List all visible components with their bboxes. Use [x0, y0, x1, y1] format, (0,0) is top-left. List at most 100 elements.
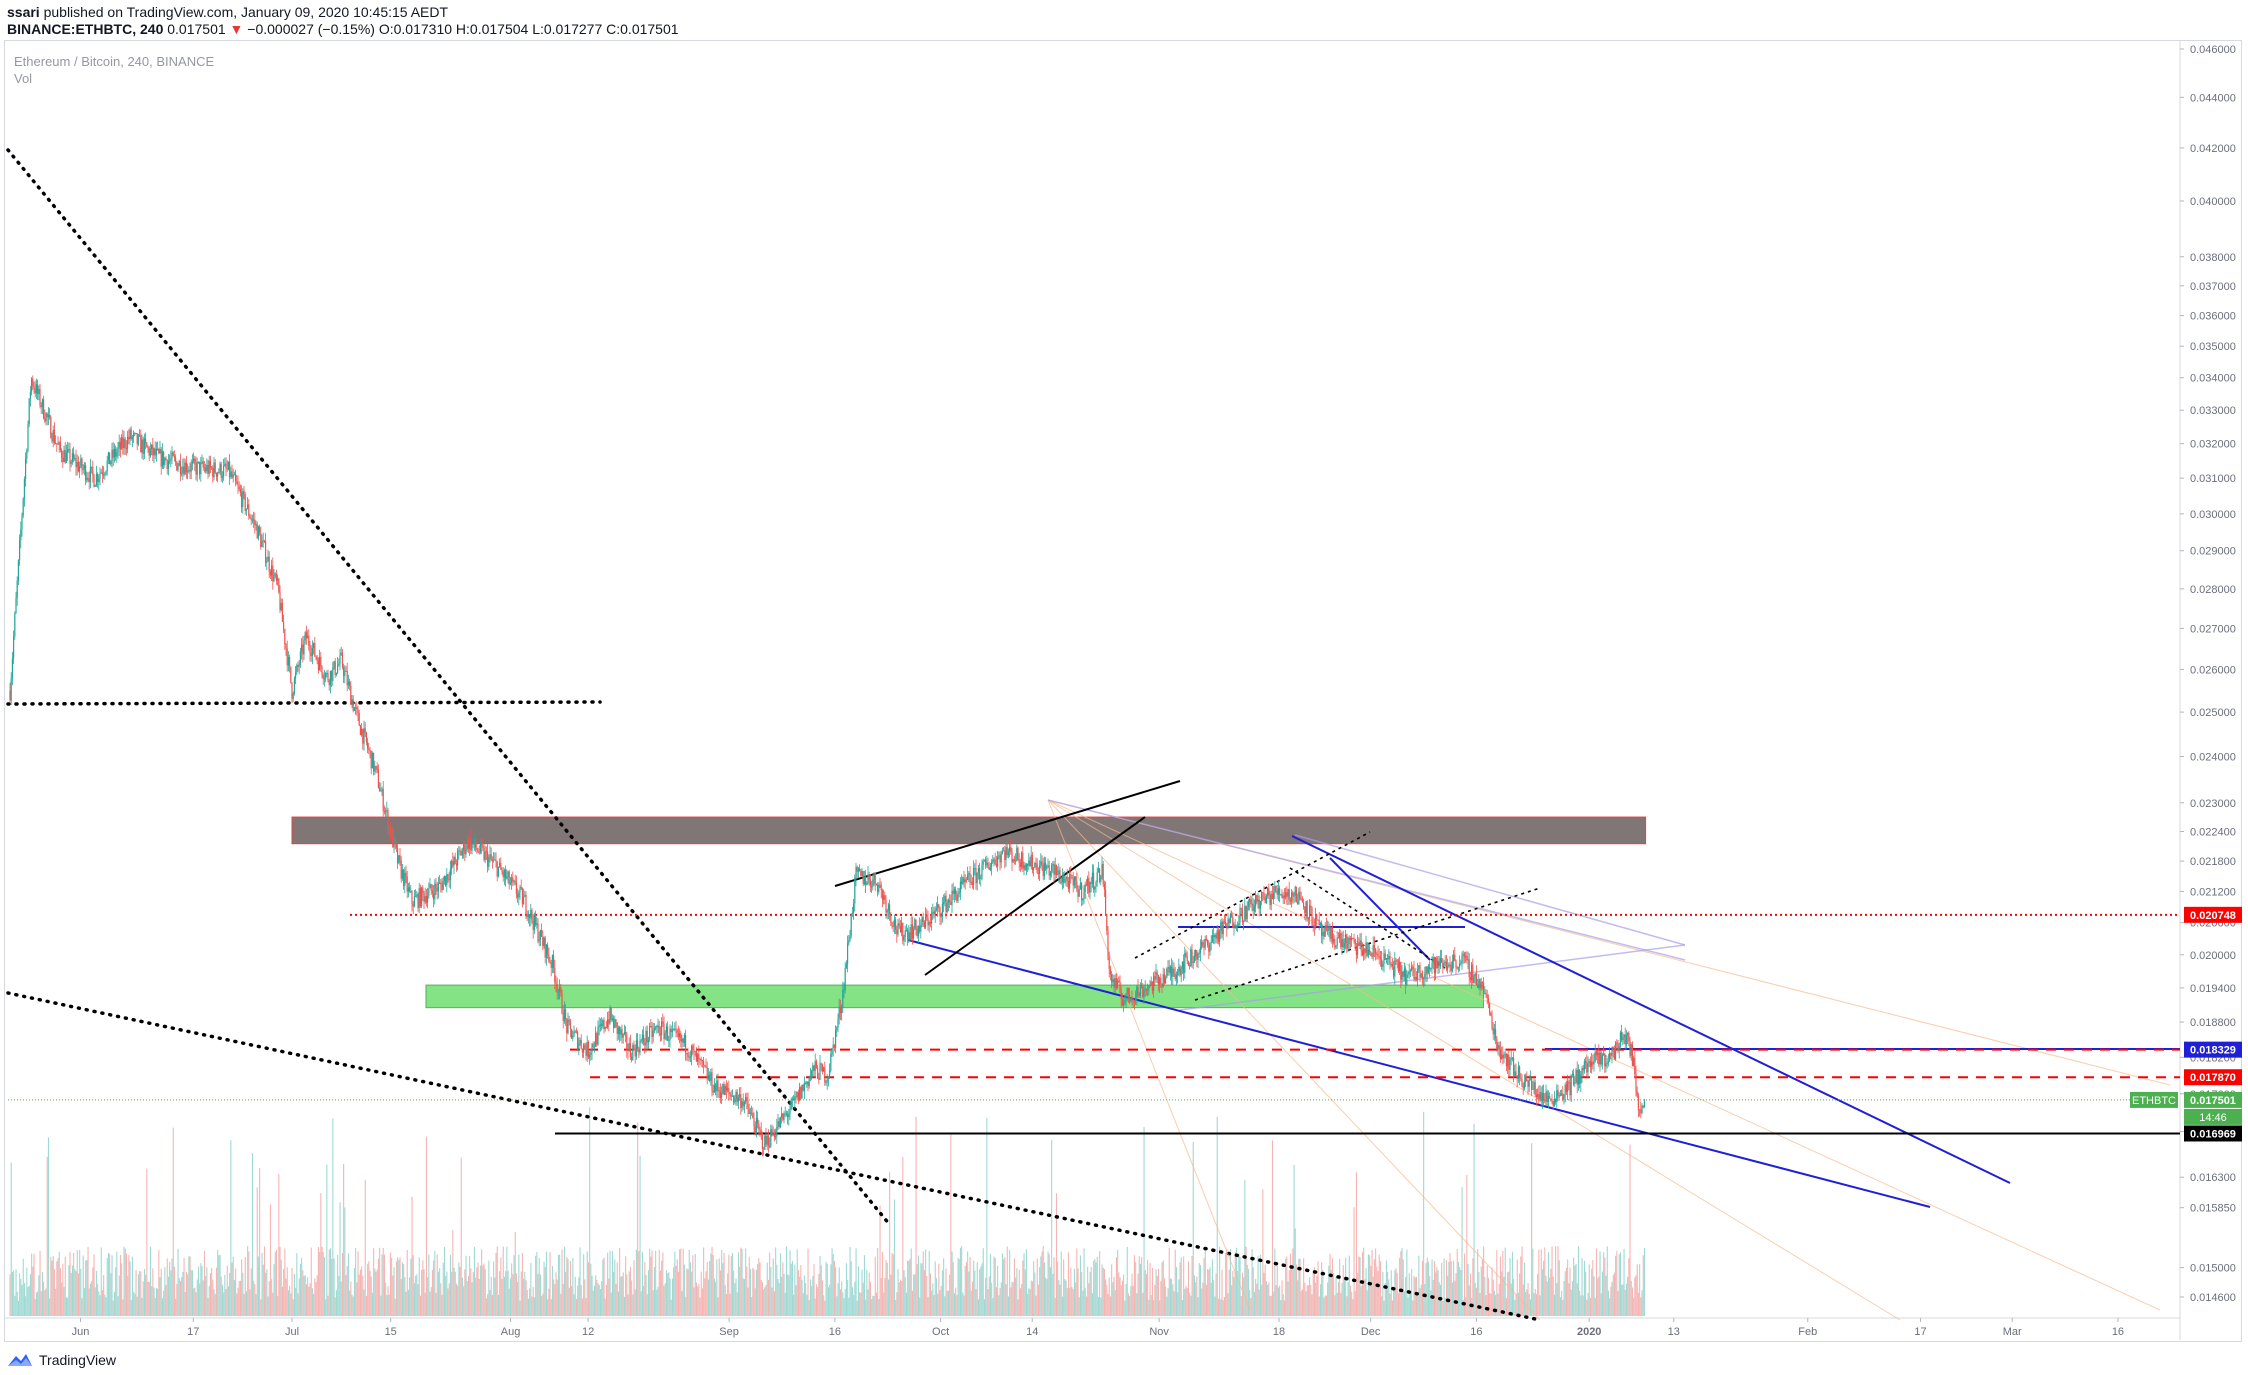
- volume-bar: [521, 1253, 523, 1316]
- candle-body: [1639, 1109, 1641, 1111]
- candle-body: [143, 438, 145, 454]
- candle-body: [299, 651, 301, 665]
- volume-bar: [1087, 1266, 1089, 1316]
- candle-body: [1084, 884, 1086, 893]
- candle-body: [495, 859, 497, 862]
- volume-bar: [1414, 1277, 1416, 1316]
- volume-bar: [173, 1266, 175, 1316]
- candle-body: [529, 914, 531, 919]
- candle-body: [1244, 906, 1246, 921]
- volume-bar: [905, 1292, 907, 1316]
- candle-body: [547, 944, 549, 955]
- volume-bar: [1394, 1270, 1396, 1316]
- candle-body: [1568, 1081, 1570, 1083]
- volume-bar: [597, 1283, 599, 1316]
- candle-body: [1019, 862, 1021, 867]
- tradingview-logo[interactable]: TradingView: [7, 1350, 116, 1370]
- volume-bar: [139, 1271, 141, 1316]
- publisher-name[interactable]: ssari: [7, 4, 40, 20]
- candle-body: [1387, 957, 1389, 960]
- candle-body: [976, 872, 978, 884]
- candle-body: [172, 452, 174, 456]
- candle-body: [1354, 938, 1356, 948]
- volume-bar: [652, 1290, 654, 1316]
- volume-bar: [392, 1275, 394, 1316]
- candle-body: [1259, 901, 1261, 909]
- volume-bar: [1250, 1298, 1252, 1316]
- volume-bar: [1417, 1294, 1419, 1316]
- candle-body: [520, 886, 522, 889]
- chart-pane[interactable]: [4, 40, 2242, 1342]
- volume-bar: [1351, 1291, 1353, 1316]
- candle-body: [700, 1059, 702, 1061]
- candle-body: [531, 909, 533, 921]
- candle-body: [1124, 1000, 1126, 1003]
- volume-bar: [140, 1271, 142, 1316]
- volume-bar: [1325, 1295, 1327, 1316]
- volume-bar: [710, 1253, 712, 1316]
- candle-body: [961, 881, 963, 884]
- volume-bar: [1101, 1264, 1103, 1316]
- volume-bar: [755, 1269, 757, 1316]
- volume-bar: [893, 1199, 895, 1316]
- candle-body: [713, 1084, 715, 1093]
- candle-body: [717, 1080, 719, 1091]
- candle-body: [1095, 881, 1097, 887]
- volume-bar: [962, 1292, 964, 1316]
- candle-body: [1190, 949, 1192, 967]
- volume-bar: [422, 1260, 424, 1316]
- volume-bar: [591, 1275, 593, 1316]
- volume-bar: [647, 1270, 649, 1316]
- candle-body: [851, 913, 853, 915]
- volume-bar: [1401, 1248, 1403, 1316]
- candle-body: [1435, 957, 1437, 974]
- candle-body: [1310, 905, 1312, 908]
- volume-bar: [457, 1285, 459, 1316]
- candle-body: [1556, 1090, 1558, 1103]
- volume-bar: [1117, 1249, 1119, 1316]
- volume-bar: [813, 1264, 815, 1316]
- time-axis-label: Jun: [72, 1326, 90, 1338]
- volume-bar: [1496, 1250, 1498, 1316]
- candle-body: [1493, 1029, 1495, 1035]
- volume-bar: [859, 1292, 861, 1316]
- volume-bar: [1059, 1284, 1061, 1316]
- candle-body: [946, 902, 948, 913]
- volume-bar: [1634, 1277, 1636, 1316]
- candle-body: [1543, 1093, 1545, 1101]
- volume-bar: [200, 1263, 202, 1316]
- candle-body: [263, 540, 265, 542]
- volume-bar: [423, 1269, 425, 1316]
- candle-body: [1061, 875, 1063, 883]
- candle-body: [563, 1009, 565, 1021]
- volume-bar: [373, 1248, 375, 1316]
- candle-body: [326, 673, 328, 675]
- volume-bar: [1106, 1285, 1108, 1316]
- candle-body: [1598, 1052, 1600, 1065]
- volume-bar: [776, 1264, 778, 1316]
- candle-body: [490, 854, 492, 860]
- candle-body: [1231, 914, 1233, 918]
- volume-bar: [785, 1246, 787, 1316]
- candle-body: [283, 621, 285, 630]
- volume-bar: [99, 1295, 101, 1316]
- volume-bar: [1505, 1298, 1507, 1316]
- candle-body: [1327, 929, 1329, 931]
- candle-body: [1394, 960, 1396, 977]
- volume-bar: [1519, 1273, 1521, 1316]
- volume-bar: [1605, 1275, 1607, 1316]
- candle-body: [998, 855, 1000, 857]
- candle-body: [685, 1035, 687, 1054]
- volume-bar: [554, 1284, 556, 1316]
- volume-bar: [95, 1270, 97, 1316]
- volume-bar: [541, 1295, 543, 1316]
- candle-body: [1229, 914, 1231, 924]
- candle-body: [753, 1118, 755, 1127]
- candle-body: [1373, 945, 1375, 949]
- candle-body: [1603, 1053, 1605, 1056]
- candle-body: [509, 882, 511, 885]
- volume-bar: [349, 1290, 351, 1316]
- candle-body: [415, 896, 417, 898]
- volume-bar: [847, 1279, 849, 1316]
